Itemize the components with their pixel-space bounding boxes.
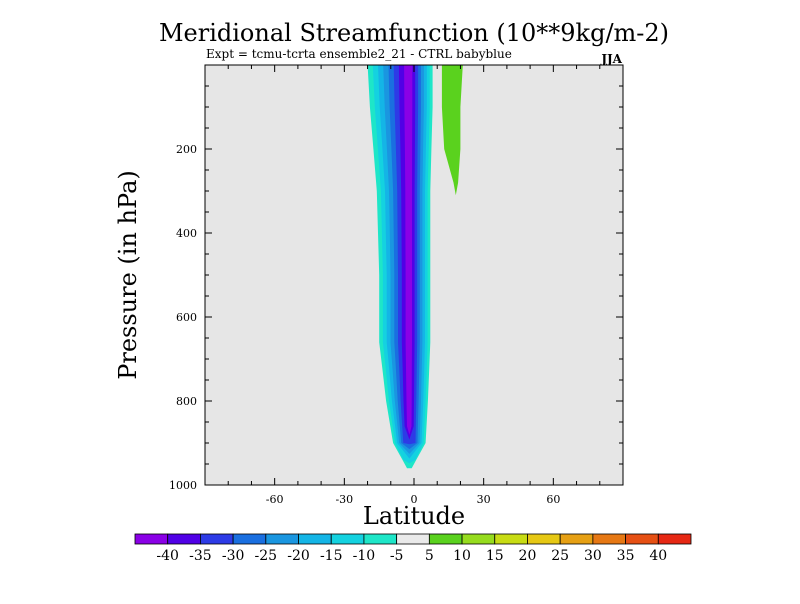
- colorbar-label: 5: [425, 548, 434, 564]
- colorbar-label: 20: [519, 548, 537, 564]
- colorbar-swatch: [134, 533, 169, 545]
- colorbar-label: 35: [617, 548, 635, 564]
- colorbar-label: -20: [287, 548, 310, 564]
- chart-title: Meridional Streamfunction (10**9kg/m-2): [159, 19, 669, 47]
- colorbar-swatch: [298, 533, 332, 545]
- contour-band-pos5: [441, 65, 463, 196]
- colorbar-label: -10: [353, 548, 376, 564]
- colorbar-swatch: [265, 533, 299, 545]
- season-label: JJA: [600, 52, 622, 66]
- colorbar-swatch: [625, 533, 659, 545]
- colorbar-label: -40: [156, 548, 179, 564]
- colorbar-label: 15: [486, 548, 504, 564]
- y-axis-label: Pressure (in hPa): [114, 170, 142, 380]
- colorbar-label: 40: [649, 548, 667, 564]
- colorbar-swatch: [657, 533, 692, 545]
- colorbar-swatch: [200, 533, 234, 545]
- colorbar-swatch: [494, 533, 528, 545]
- colorbar-swatch: [461, 533, 496, 545]
- colorbar-label: -25: [255, 548, 278, 564]
- colorbar-swatch: [428, 533, 463, 545]
- colorbar-label: -30: [222, 548, 245, 564]
- colorbar-swatch: [527, 533, 561, 545]
- plot-area: 200 400 600 800 1000 -60 -30 0 30 60: [169, 64, 624, 506]
- colorbar-swatch: [232, 533, 267, 545]
- colorbar-label: 30: [584, 548, 602, 564]
- contour-band-neg40: [404, 65, 413, 435]
- colorbar-swatch: [559, 533, 594, 545]
- colorbar-swatch: [396, 533, 430, 545]
- x-tick-label: 30: [477, 493, 491, 506]
- x-tick-label: -30: [335, 493, 353, 506]
- x-tick-label: -60: [266, 493, 284, 506]
- colorbar-swatch: [363, 533, 398, 545]
- y-tick-label: 400: [176, 227, 197, 240]
- colorbar-swatch: [330, 533, 365, 545]
- colorbar-label: 10: [453, 548, 471, 564]
- colorbar-label: -35: [189, 548, 212, 564]
- x-axis-label: Latitude: [363, 502, 465, 530]
- y-tick-label: 600: [176, 311, 197, 324]
- colorbar-label: 25: [551, 548, 569, 564]
- x-tick-label: 0: [411, 493, 418, 506]
- x-tick-label: 60: [546, 493, 560, 506]
- y-tick-label: 1000: [169, 479, 197, 492]
- colorbar-label: -15: [320, 548, 343, 564]
- colorbar: -40 -35 -30 -25 -20 -15 -10 -5 5 10 15 20 25 30 35 40: [134, 533, 692, 564]
- y-tick-label: 800: [176, 395, 197, 408]
- colorbar-label: -5: [390, 548, 404, 564]
- colorbar-swatch: [167, 533, 201, 545]
- y-tick-label: 200: [176, 143, 197, 156]
- colorbar-swatch: [592, 533, 626, 545]
- chart-subtitle: Expt = tcmu-tcrta ensemble2_21 - CTRL ba…: [206, 47, 512, 61]
